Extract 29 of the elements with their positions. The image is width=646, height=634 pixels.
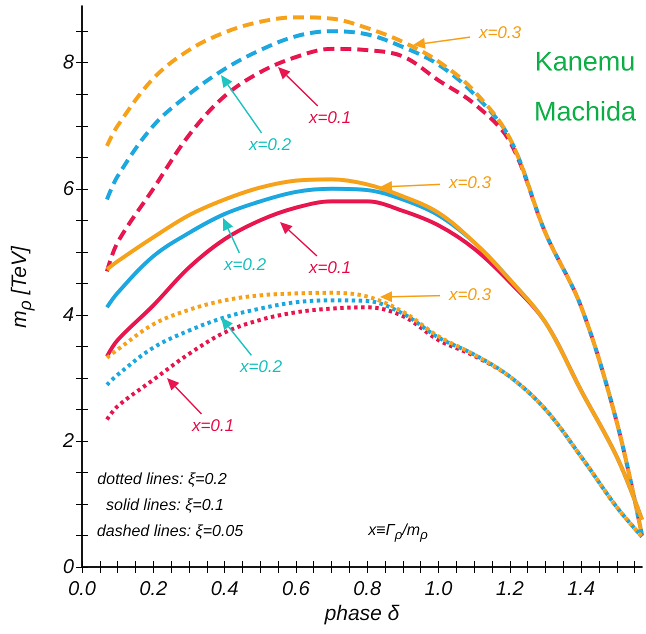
x-tick-label: 1.4 xyxy=(567,578,596,600)
x-tick-label: 0.8 xyxy=(353,578,382,600)
annotation: x=0.2 xyxy=(248,135,292,155)
x-tick-label: 0.6 xyxy=(282,578,311,600)
x-tick-label: 0.2 xyxy=(139,578,168,600)
x-tick-label: 1.2 xyxy=(496,578,524,600)
y-tick-label: 6 xyxy=(62,178,75,200)
annotation: solid lines: ξ=0.1 xyxy=(106,497,224,515)
y-tick-label: 0 xyxy=(62,556,74,578)
annotation: x=0.2 xyxy=(240,357,282,378)
x-tick-label: 1.0 xyxy=(424,578,452,600)
annotation: x=0.2 xyxy=(224,255,266,275)
annotation: Kanemu xyxy=(534,46,636,78)
annotation: x=0.3 xyxy=(448,173,492,193)
annotation: dotted lines: ξ=0.2 xyxy=(97,471,227,489)
y-tick-label: 4 xyxy=(62,304,74,326)
annotation: Machida xyxy=(534,96,636,128)
annotation: x=0.3 xyxy=(448,285,492,305)
x-axis-title: phase δ xyxy=(324,602,400,626)
annotation: x=0.1 xyxy=(308,258,352,278)
y-tick-label: 8 xyxy=(62,52,74,74)
annotation: x=0.1 xyxy=(192,416,234,436)
annotation: dashed lines: ξ=0.05 xyxy=(96,523,244,541)
y-tick-label: 2 xyxy=(62,430,74,452)
annotation: x=0.3 xyxy=(478,23,522,43)
annotation: x≡Γ$_{ρ}$/m$_{ρ}$ xyxy=(368,522,428,542)
annotation: x=0.1 xyxy=(308,108,352,128)
x-tick-label: 0.4 xyxy=(210,578,239,600)
x-tick-label: 0.0 xyxy=(68,578,96,600)
